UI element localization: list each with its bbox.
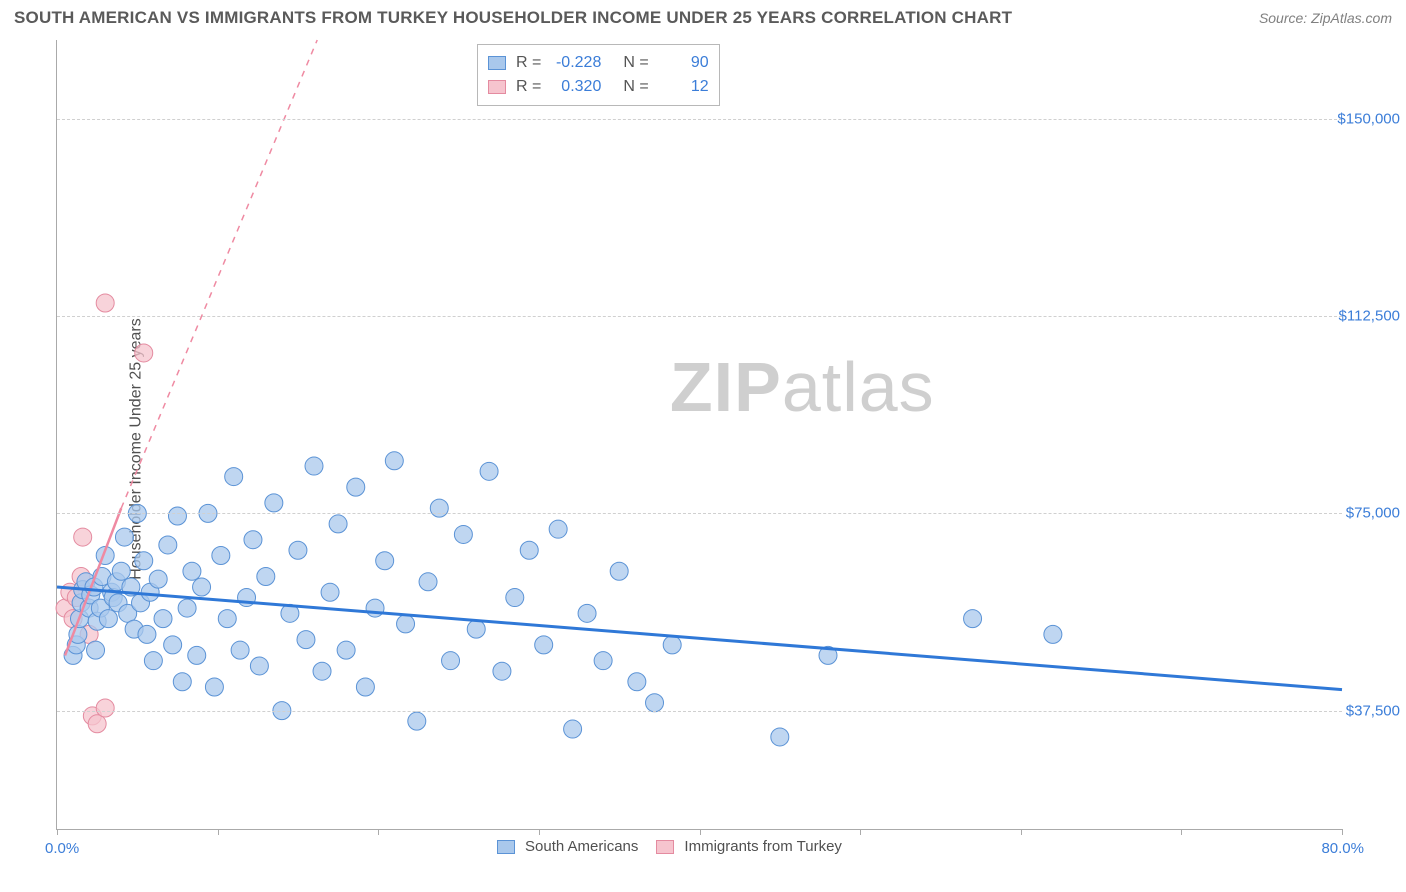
legend-label: South Americans [525,838,638,855]
swatch-blue [497,840,515,854]
x-max-label: 80.0% [1321,840,1364,857]
y-tick-label: $150,000 [1337,110,1400,127]
x-min-label: 0.0% [45,840,79,857]
source-label: Source: ZipAtlas.com [1259,10,1392,26]
y-tick-label: $75,000 [1346,505,1400,522]
chart-area: Householder Income Under 25 years ZIPatl… [14,40,1392,858]
legend-item-pink: Immigrants from Turkey [656,838,842,855]
swatch-pink [656,840,674,854]
plot-region: ZIPatlas R = -0.228 N = 90 R = 0.320 N =… [56,40,1342,830]
y-tick-label: $37,500 [1346,702,1400,719]
legend-item-blue: South Americans [497,838,638,855]
legend-label: Immigrants from Turkey [684,838,842,855]
legend: South Americans Immigrants from Turkey [497,838,842,855]
y-tick-label: $112,500 [1339,308,1400,325]
chart-title: SOUTH AMERICAN VS IMMIGRANTS FROM TURKEY… [14,8,1012,28]
